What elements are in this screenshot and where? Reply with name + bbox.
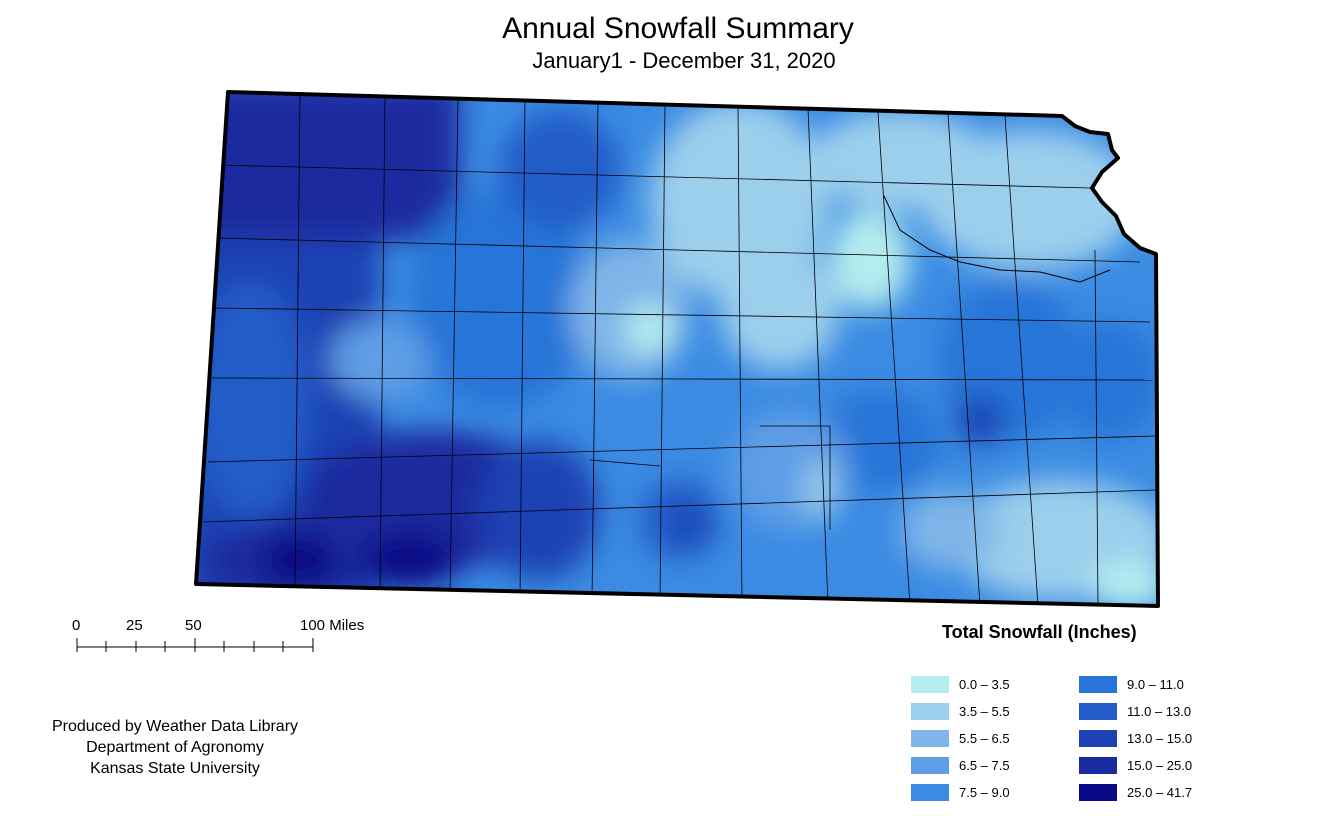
- legend-swatch: [1079, 702, 1117, 720]
- credits: Produced by Weather Data Library Departm…: [38, 716, 312, 779]
- legend-label: 11.0 – 13.0: [1127, 703, 1192, 719]
- credit-line: Kansas State University: [90, 760, 260, 777]
- legend-swatch: [1079, 675, 1117, 693]
- legend-label: 5.5 – 6.5: [959, 730, 1010, 746]
- map-title: Annual Snowfall Summary: [502, 12, 854, 45]
- legend-swatch: [1079, 729, 1117, 747]
- legend-item: 11.0 – 13.0: [1079, 702, 1191, 720]
- legend-item: 0.0 – 3.5: [911, 675, 1010, 693]
- legend-item: 3.5 – 5.5: [911, 702, 1010, 720]
- legend-label: 0.0 – 3.5: [959, 676, 1010, 692]
- legend-item: 15.0 – 25.0: [1079, 756, 1192, 774]
- legend-swatch: [1079, 783, 1117, 801]
- credit-line: Department of Agronomy: [86, 739, 264, 756]
- legend-swatch: [911, 702, 949, 720]
- legend-swatch: [911, 783, 949, 801]
- legend-label: 3.5 – 5.5: [959, 703, 1010, 719]
- legend-title: Total Snowfall (Inches): [942, 622, 1137, 642]
- scale-bar: [76, 638, 314, 652]
- scale-label-100: 100 Miles: [300, 617, 365, 634]
- legend-label: 6.5 – 7.5: [959, 757, 1010, 773]
- credit-line: Produced by Weather Data Library: [51, 718, 299, 735]
- legend-item: 25.0 – 41.7: [1079, 783, 1192, 801]
- legend-swatch: [911, 729, 949, 747]
- legend-swatch: [1079, 756, 1117, 774]
- scale-label-25: 25: [126, 617, 143, 634]
- legend-item: 13.0 – 15.0: [1079, 729, 1192, 747]
- legend-label: 25.0 – 41.7: [1127, 784, 1193, 800]
- county-boundaries: [201, 92, 1157, 606]
- legend-item: 7.5 – 9.0: [911, 783, 1010, 801]
- map-subtitle: January1 - December 31, 2020: [532, 48, 836, 73]
- legend-item: 5.5 – 6.5: [911, 729, 1010, 747]
- snowfall-fill: [196, 92, 1158, 606]
- legend-item: 6.5 – 7.5: [911, 756, 1010, 774]
- state-outline: [194, 90, 1160, 608]
- legend-label: 7.5 – 9.0: [959, 784, 1010, 800]
- scale-label-0: 0: [72, 617, 81, 634]
- legend-label: 9.0 – 11.0: [1127, 676, 1184, 692]
- legend-label: 13.0 – 15.0: [1127, 730, 1193, 746]
- river-line: [883, 195, 1111, 283]
- scale-label-50: 50: [185, 617, 202, 634]
- legend-swatch: [911, 675, 949, 693]
- legend-swatch: [911, 756, 949, 774]
- legend-label: 15.0 – 25.0: [1127, 757, 1193, 773]
- legend-item: 9.0 – 11.0: [1079, 675, 1184, 693]
